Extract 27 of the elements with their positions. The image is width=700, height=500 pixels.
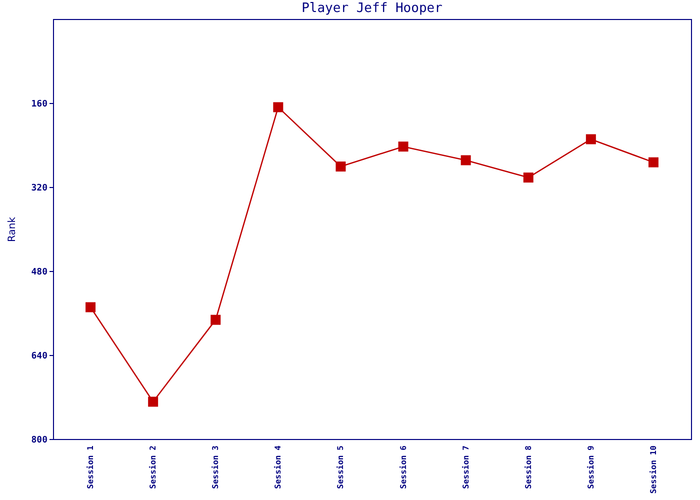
x-tick-label: Session 4 (274, 445, 283, 489)
point (86, 302, 96, 312)
chart-title: Player Jeff Hooper (302, 1, 443, 16)
y-tick-label: 800 (31, 436, 48, 446)
point (148, 396, 158, 407)
point (210, 314, 221, 325)
x-tick-label: Session 5 (336, 445, 346, 489)
x-tick-label: Session 2 (148, 445, 158, 489)
point (336, 162, 346, 172)
y-tick-label: 640 (31, 352, 48, 362)
x-tick-label: Session 10 (648, 445, 658, 494)
y-tick-label: 320 (31, 184, 48, 194)
y-axis-title: Rank (7, 216, 18, 242)
point (586, 134, 596, 144)
x-tick-label: Session 3 (211, 445, 220, 489)
x-tick-label: Session 1 (86, 445, 96, 489)
point (523, 172, 534, 183)
y-tick-label: 480 (31, 268, 48, 278)
x-tick-label: Session 6 (398, 445, 408, 489)
y-tick-label: 160 (31, 100, 48, 110)
point (460, 155, 471, 166)
point (273, 102, 284, 112)
point (648, 157, 658, 168)
x-tick-label: Session 7 (461, 445, 470, 489)
x-tick-label: Session 8 (524, 445, 533, 489)
x-tick-label: Session 9 (586, 445, 596, 489)
point (398, 142, 408, 152)
